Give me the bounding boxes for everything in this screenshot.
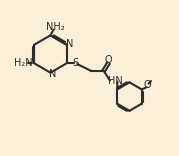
Text: O: O	[105, 55, 112, 65]
Text: O: O	[144, 80, 152, 90]
Text: HN: HN	[108, 76, 122, 86]
Text: H₂N: H₂N	[14, 58, 33, 68]
Text: S: S	[73, 58, 79, 68]
Text: N: N	[66, 39, 73, 49]
Text: N: N	[49, 68, 56, 79]
Text: NH₂: NH₂	[45, 22, 64, 32]
